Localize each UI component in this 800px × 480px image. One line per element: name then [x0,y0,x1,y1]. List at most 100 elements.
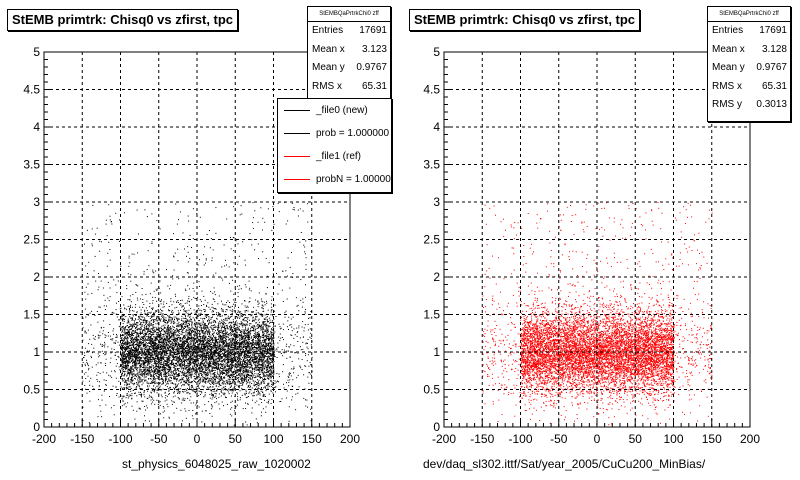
scatter-point [142,321,144,323]
scatter-point [264,329,266,331]
scatter-point [284,316,286,318]
scatter-point [192,344,194,346]
scatter-point [140,394,141,396]
scatter-point [190,328,192,330]
scatter-point [194,335,196,337]
scatter-point [120,345,122,347]
scatter-point [142,340,144,341]
scatter-point [215,336,217,338]
scatter-point [201,290,203,292]
scatter-point [107,252,109,254]
scatter-point [233,382,235,384]
scatter-point [148,316,150,317]
scatter-point [136,370,138,372]
scatter-point [212,339,214,341]
scatter-point [243,317,245,319]
scatter-point [123,340,125,342]
scatter-point [166,328,168,330]
scatter-point [272,247,273,248]
scatter-point [226,403,228,405]
scatter-point [261,387,262,388]
scatter-point [302,210,304,212]
scatter-point [237,371,239,373]
scatter-point [235,313,237,315]
scatter-point [138,346,140,348]
scatter-point [248,349,250,351]
scatter-point [199,357,201,359]
scatter-point [207,348,209,350]
scatter-point [182,352,183,354]
scatter-point [161,356,163,358]
scatter-point [200,300,202,302]
scatter-point [192,390,194,392]
scatter-point [221,308,223,309]
scatter-point [221,277,223,279]
scatter-point [212,353,214,355]
scatter-point [214,301,216,303]
scatter-point [213,346,215,348]
scatter-point [165,348,167,350]
scatter-point [134,392,135,394]
scatter-point [258,340,260,342]
scatter-point [241,387,243,389]
scatter-point [102,287,104,289]
scatter-point [223,350,225,352]
scatter-point [196,332,198,334]
scatter-point [206,364,208,366]
scatter-point [173,323,175,325]
scatter-point [247,339,249,341]
scatter-point [262,308,264,310]
scatter-point [178,321,180,323]
scatter-point [180,388,182,390]
scatter-point [200,362,202,363]
scatter-point [239,397,241,399]
scatter-point [186,302,188,304]
scatter-point [236,336,238,338]
scatter-point [175,334,177,336]
scatter-point [137,384,139,386]
scatter-point [250,326,252,328]
scatter-point [184,307,185,309]
scatter-point [230,332,231,334]
scatter-point [118,366,120,368]
scatter-point [131,332,132,334]
scatter-point [256,346,258,348]
scatter-point [206,344,208,346]
scatter-point [146,373,148,375]
scatter-point [153,358,154,360]
scatter-point [246,382,248,384]
scatter-point [143,345,144,347]
scatter-point [188,370,190,372]
scatter-point [129,334,131,335]
scatter-point [204,370,206,372]
scatter-point [131,319,133,321]
scatter-point [143,304,145,305]
scatter-point [214,396,216,398]
scatter-point [161,377,163,379]
scatter-point [225,328,226,330]
scatter-point [232,343,233,345]
scatter-point [143,322,145,324]
scatter-point [275,381,277,383]
scatter-point [246,355,248,357]
scatter-point [257,334,259,336]
scatter-point [109,215,111,217]
scatter-point [136,364,138,366]
scatter-point [246,346,248,348]
scatter-point [230,337,232,339]
scatter-point [177,300,179,301]
scatter-point [123,318,125,320]
scatter-point [260,376,261,378]
scatter-point [232,339,234,341]
scatter-point [236,324,238,326]
scatter-point [186,372,187,374]
scatter-point [184,335,186,337]
scatter-point [178,278,180,280]
scatter-point [240,330,242,332]
scatter-point [250,315,252,317]
scatter-point [177,260,179,262]
scatter-point [202,337,204,339]
scatter-point [307,348,309,350]
scatter-point [155,337,157,338]
scatter-point [204,339,206,341]
